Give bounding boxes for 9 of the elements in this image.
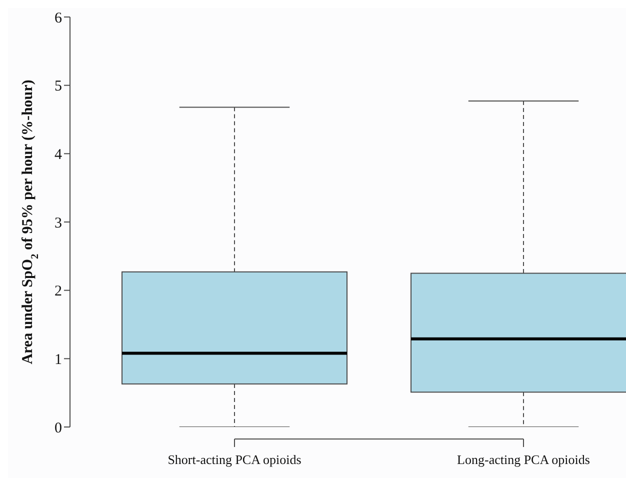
y-tick-label: 4 xyxy=(54,146,62,163)
y-tick-label: 1 xyxy=(54,352,62,368)
y-tick-label: 0 xyxy=(54,420,62,436)
y-tick-label: 6 xyxy=(54,10,62,26)
y-tick-label: 5 xyxy=(54,78,62,95)
y-tick-label: 2 xyxy=(54,284,62,300)
y-tick-label: 3 xyxy=(54,215,62,232)
x-tick-label: Long-acting PCA opioids xyxy=(457,452,590,467)
x-tick-label: Short-acting PCA opioids xyxy=(168,452,302,467)
